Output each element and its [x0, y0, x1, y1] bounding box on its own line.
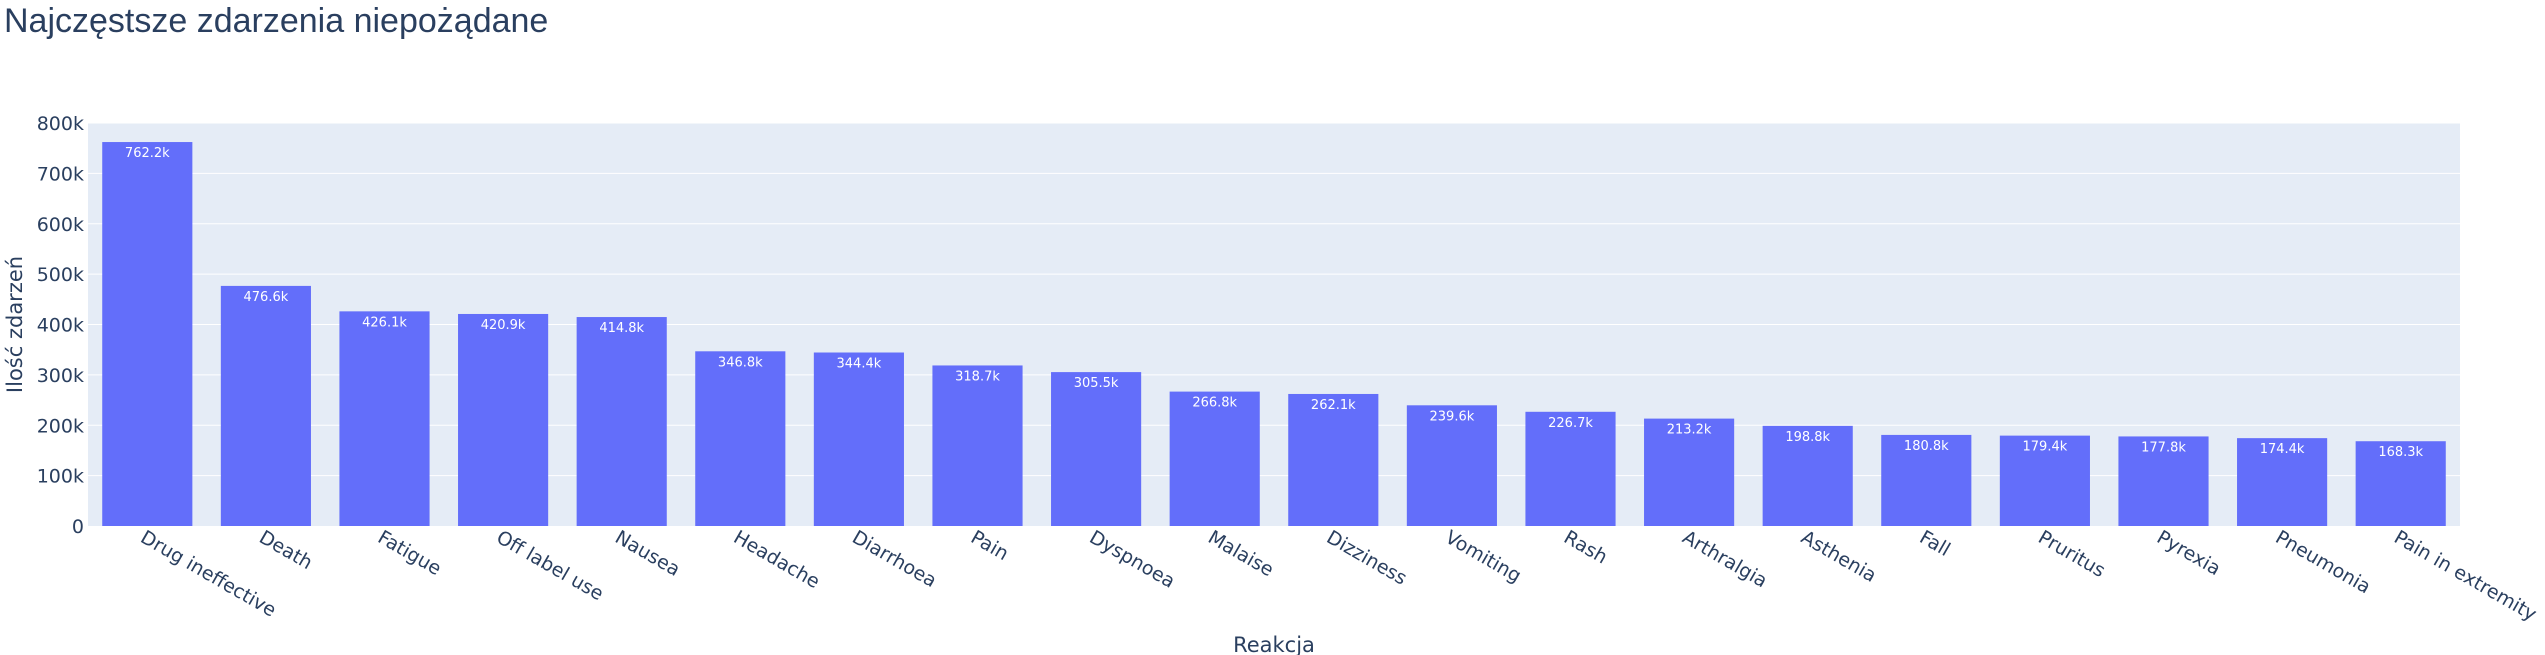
gridlines: [88, 122, 2460, 477]
x-tick-label: Rash: [1560, 526, 1611, 568]
bar: [1288, 393, 1379, 526]
bar: [1999, 435, 2090, 526]
x-tick-label: Diarrhoea: [848, 526, 940, 592]
y-tick-label: 800k: [37, 113, 84, 135]
bar-value-label: 198.8k: [1785, 430, 1830, 445]
x-tick-label: Nausea: [611, 526, 684, 581]
bar: [1881, 434, 1972, 526]
x-tick-label: Death: [255, 526, 316, 574]
x-tick-label: Dyspnoea: [1086, 526, 1179, 592]
y-tick-label: 200k: [37, 415, 84, 437]
x-tick-label: Pyrexia: [2153, 526, 2224, 580]
bar: [576, 317, 667, 526]
bar-value-label: 318.7k: [955, 369, 1000, 384]
bar-value-label: 226.7k: [1548, 416, 1593, 431]
bar-value-label: 213.2k: [1667, 423, 1712, 438]
bar: [2237, 438, 2328, 526]
x-tick-label: Malaise: [1204, 526, 1277, 581]
bar: [1051, 372, 1142, 526]
bar-value-label: 180.8k: [1904, 439, 1949, 454]
bar-value-label: 346.8k: [718, 355, 763, 370]
bar-value-label: 420.9k: [481, 318, 526, 333]
bar-value-label: 762.2k: [125, 146, 170, 161]
bar-value-label: 305.5k: [1074, 376, 1119, 391]
x-axis-title: Reakcja: [1233, 633, 1315, 655]
bar-value-labels: 762.2k 476.6k 426.1k 420.9k 414.8k 346.8k 344.…: [125, 146, 2424, 460]
bar: [220, 285, 311, 526]
bar-value-label: 177.8k: [2141, 440, 2186, 455]
x-tick-label: Asthenia: [1797, 526, 1880, 587]
x-tick-label: Arthralgia: [1679, 526, 1771, 592]
bar: [932, 365, 1023, 526]
y-tick-label: 700k: [37, 163, 84, 185]
bar-value-label: 174.4k: [2260, 442, 2305, 457]
x-tick-label: Fall: [1916, 526, 1954, 561]
x-tick-label: Vomiting: [1441, 526, 1525, 587]
y-axis-title: Ilość zdarzeń: [3, 256, 27, 393]
bar-value-label: 179.4k: [2023, 440, 2068, 455]
bar: [458, 313, 549, 526]
chart-title: Najczęstsze zdarzenia niepożądane: [4, 2, 549, 40]
y-tick-label: 100k: [37, 466, 84, 488]
bar-value-label: 262.1k: [1311, 398, 1356, 413]
bar: [102, 142, 193, 526]
bar: [1406, 405, 1497, 526]
y-tick-label: 300k: [37, 365, 84, 387]
bar-value-label: 168.3k: [2378, 445, 2423, 460]
bar: [813, 352, 904, 526]
bar: [2355, 441, 2446, 526]
bar-value-label: 266.8k: [1192, 396, 1237, 411]
bar: [1644, 418, 1735, 526]
bar: [1762, 425, 1853, 526]
bar-value-label: 414.8k: [599, 321, 644, 336]
bar-value-label: 239.6k: [1430, 409, 1475, 424]
y-tick-label: 0: [72, 516, 84, 538]
bar: [2118, 436, 2209, 526]
bar-value-label: 476.6k: [244, 290, 289, 305]
bar-value-label: 344.4k: [837, 357, 882, 372]
bars: [102, 142, 2446, 526]
x-tick-label: Off label use: [493, 526, 608, 605]
x-tick-label: Dizziness: [1323, 526, 1411, 589]
y-tick-label: 600k: [37, 214, 84, 236]
x-tick-label: Pneumonia: [2272, 526, 2375, 598]
y-tick-label: 500k: [37, 264, 84, 286]
bar: [695, 351, 786, 526]
y-tick-label: 400k: [37, 315, 84, 337]
x-tick-label: Headache: [730, 526, 824, 593]
x-tick-label: Pain: [967, 526, 1012, 565]
bar: [1169, 391, 1260, 526]
x-tick-label: Fatigue: [374, 526, 445, 580]
bar-value-label: 426.1k: [362, 315, 407, 330]
y-axis-ticks: 0 100k 200k 300k 400k 500k 600k 700k 800k: [37, 113, 84, 538]
bar: [1525, 411, 1616, 526]
x-tick-label: Pain in extremity: [2390, 526, 2540, 625]
bar: [339, 311, 430, 526]
x-tick-label: Pruritus: [2034, 526, 2109, 582]
